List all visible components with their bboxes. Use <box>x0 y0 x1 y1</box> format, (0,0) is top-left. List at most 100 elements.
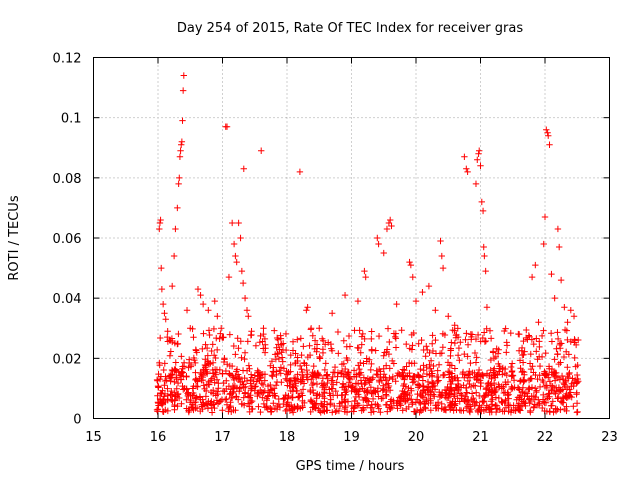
data-point <box>544 129 551 136</box>
data-point <box>507 329 514 337</box>
data-point <box>333 379 340 386</box>
data-point <box>212 392 219 399</box>
data-point <box>157 216 164 224</box>
data-point <box>261 341 269 348</box>
data-point <box>482 267 489 275</box>
data-point <box>392 344 400 351</box>
data-point <box>276 367 283 374</box>
data-point <box>164 392 171 399</box>
data-point <box>213 388 221 395</box>
data-point <box>179 363 186 370</box>
data-point <box>572 341 580 349</box>
data-point <box>242 389 249 396</box>
data-point <box>448 373 455 380</box>
data-point <box>400 373 407 380</box>
data-point <box>426 349 433 357</box>
data-point <box>315 372 322 380</box>
data-point <box>375 332 383 340</box>
data-point <box>206 331 213 339</box>
data-point <box>555 243 563 251</box>
data-point <box>296 362 304 370</box>
data-point <box>245 313 252 320</box>
data-point <box>389 357 396 365</box>
data-point <box>287 387 295 395</box>
data-point <box>154 392 161 399</box>
data-point <box>406 345 414 352</box>
data-point <box>208 409 216 416</box>
data-point <box>475 366 483 374</box>
data-point <box>550 368 558 376</box>
data-point <box>561 303 568 311</box>
data-point <box>306 351 314 359</box>
data-point <box>393 300 400 308</box>
data-point <box>438 252 445 260</box>
data-point <box>264 392 272 399</box>
data-point <box>466 368 473 375</box>
data-point <box>447 347 454 354</box>
data-point <box>394 369 402 377</box>
data-point <box>412 297 420 305</box>
data-point <box>465 401 473 408</box>
data-point <box>175 330 182 338</box>
data-point <box>540 391 547 399</box>
data-point <box>329 392 337 399</box>
data-point <box>507 385 515 393</box>
data-point <box>382 362 390 369</box>
data-point <box>346 343 354 350</box>
data-point <box>351 327 358 334</box>
data-point <box>369 395 377 403</box>
data-point <box>534 375 541 383</box>
data-point <box>516 331 523 338</box>
data-point <box>575 336 582 344</box>
data-point <box>189 385 196 392</box>
data-point <box>570 313 578 320</box>
data-point <box>239 279 247 287</box>
data-point <box>380 382 387 389</box>
data-point <box>237 338 244 345</box>
data-point <box>312 404 319 411</box>
data-point <box>473 389 480 396</box>
data-point <box>487 397 495 405</box>
data-point <box>368 360 375 368</box>
data-point <box>338 370 345 377</box>
data-point <box>338 367 346 375</box>
data-point <box>234 335 241 342</box>
data-point <box>446 362 454 369</box>
data-point <box>455 344 463 352</box>
data-point <box>462 336 469 343</box>
data-point <box>486 327 494 334</box>
data-point <box>351 402 359 410</box>
data-point <box>189 404 196 412</box>
data-point <box>528 375 535 382</box>
data-point <box>439 264 447 272</box>
data-point <box>168 374 175 381</box>
data-point <box>551 377 559 384</box>
data-point <box>344 369 352 377</box>
data-point <box>524 393 531 400</box>
data-point <box>530 340 537 348</box>
data-point <box>171 403 178 410</box>
data-point <box>212 371 220 378</box>
data-point <box>327 401 334 408</box>
data-point <box>261 349 269 356</box>
data-point <box>515 347 523 354</box>
data-point <box>547 329 555 337</box>
data-point <box>294 357 301 365</box>
data-point <box>223 123 231 130</box>
data-point <box>284 395 292 402</box>
data-point <box>263 395 270 402</box>
data-point <box>309 399 316 407</box>
data-point <box>416 409 423 416</box>
data-point <box>358 341 365 348</box>
data-point <box>159 401 166 408</box>
data-point <box>437 237 444 245</box>
data-point <box>217 330 224 337</box>
data-point <box>331 402 338 410</box>
data-point <box>508 360 516 367</box>
data-point <box>171 389 178 396</box>
data-point <box>176 153 184 160</box>
data-point <box>484 404 492 411</box>
data-point <box>479 372 487 380</box>
data-point <box>375 393 382 400</box>
data-point <box>370 387 377 395</box>
